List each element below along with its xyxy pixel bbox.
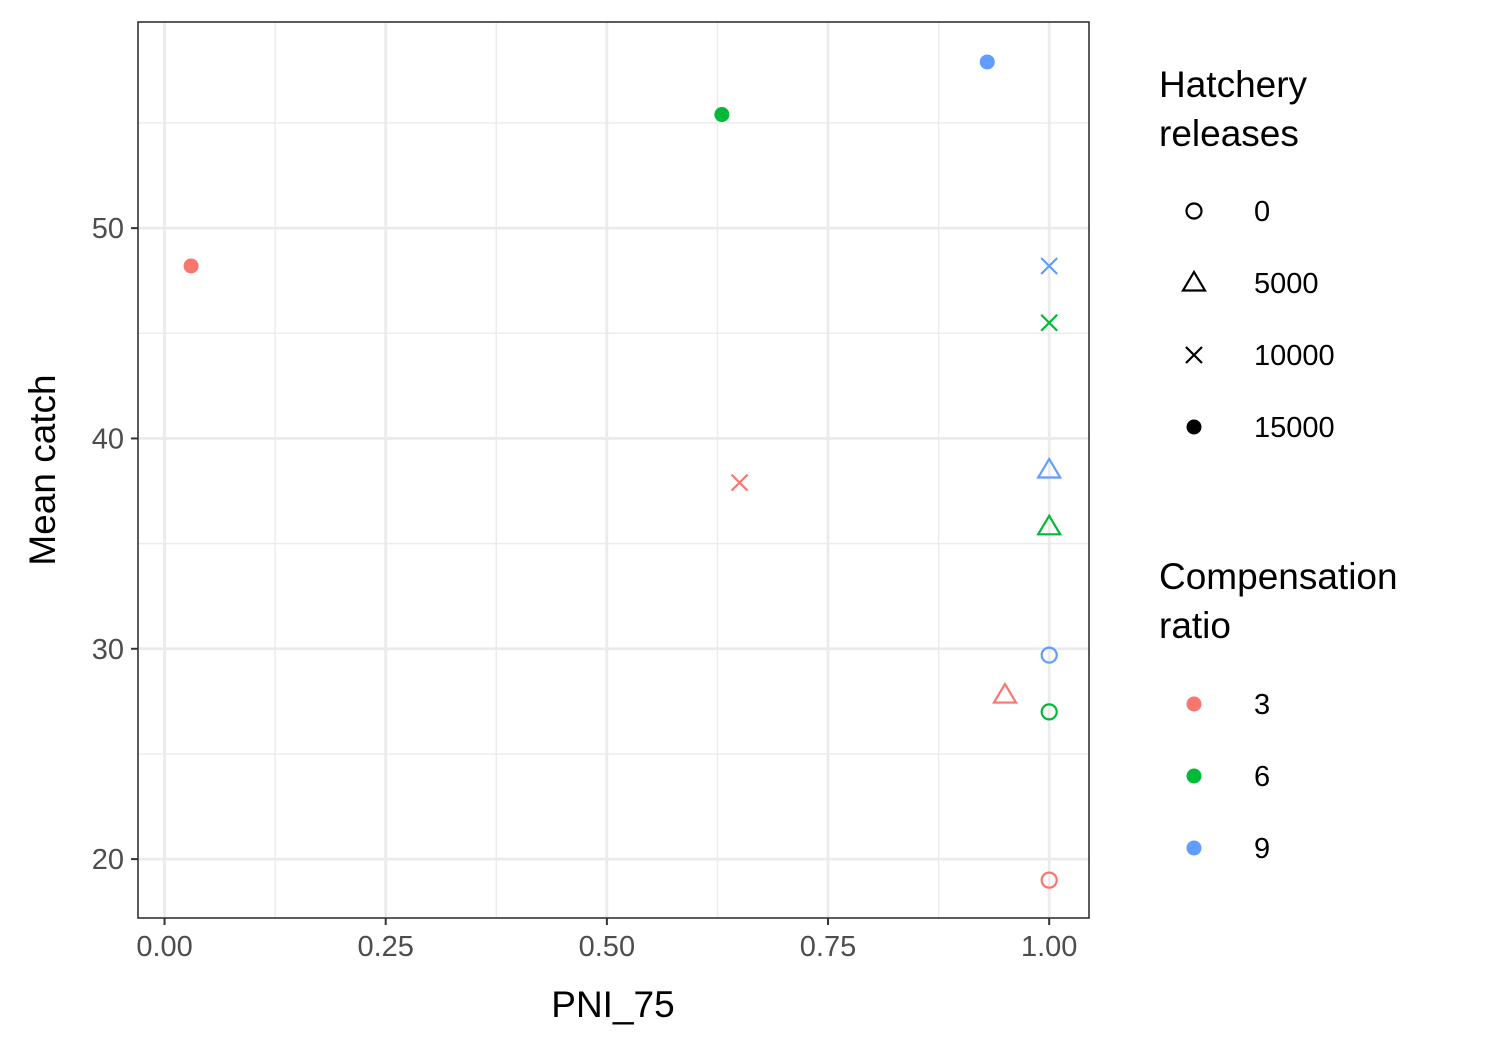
legend-label: 5000: [1254, 268, 1319, 300]
panel-background: [138, 22, 1089, 918]
x-tick-label: 0.00: [136, 931, 192, 963]
legend-label: 15000: [1254, 412, 1335, 444]
legend-key-shape: [1187, 204, 1202, 219]
legend-key-shape: [1187, 697, 1202, 712]
legend-key-shape: [1187, 841, 1202, 856]
legend-key: [1187, 697, 1202, 712]
y-tick-label: 50: [92, 213, 124, 245]
plot-panel: [138, 22, 1089, 918]
legend-hatchery-releases: Hatchery releases 0 5000 10000 15000: [1159, 64, 1335, 444]
legend-key-shape: [1183, 272, 1205, 291]
x-tick-label: 0.75: [800, 931, 856, 963]
legend-title-line: ratio: [1159, 605, 1231, 646]
data-point: [184, 258, 199, 273]
legend-key: [1187, 841, 1202, 856]
y-tick-label: 20: [92, 844, 124, 876]
legend-label: 9: [1254, 833, 1270, 865]
legend-label: 0: [1254, 196, 1270, 228]
y-axis-title: Mean catch: [22, 374, 63, 565]
data-point: [980, 54, 995, 69]
x-tick-label: 0.50: [579, 931, 635, 963]
legend-title-line: Compensation: [1159, 556, 1398, 597]
legend-label: 6: [1254, 761, 1270, 793]
y-tick-label: 40: [92, 423, 124, 455]
data-point-shape: [714, 107, 729, 122]
legend-title-line: Hatchery: [1159, 64, 1308, 105]
x-tick-label: 1.00: [1021, 931, 1077, 963]
data-point-shape: [184, 258, 199, 273]
legend-key-shape: [1187, 769, 1202, 784]
y-tick-label: 30: [92, 634, 124, 666]
legend-key: [1183, 272, 1205, 291]
data-point: [714, 107, 729, 122]
legend-key-shape: [1187, 420, 1202, 435]
legend-title-line: releases: [1159, 113, 1299, 154]
x-axis-title: PNI_75: [551, 984, 674, 1025]
legend-key: [1187, 204, 1202, 219]
legend-key: [1186, 347, 1202, 363]
legend-key: [1187, 769, 1202, 784]
legend-label: 3: [1254, 689, 1270, 721]
legend-label: 10000: [1254, 340, 1335, 372]
data-point-shape: [980, 54, 995, 69]
x-tick-label: 0.25: [357, 931, 413, 963]
legend-compensation-ratio: Compensation ratio 3 6 9: [1159, 556, 1398, 865]
legend-key: [1187, 420, 1202, 435]
